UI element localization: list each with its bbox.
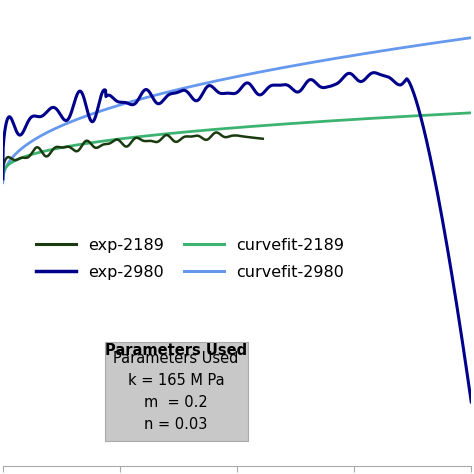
Legend: exp-2189, exp-2980, curvefit-2189, curvefit-2980: exp-2189, exp-2980, curvefit-2189, curve… (29, 232, 351, 286)
Text: Parameters Used
k = 165 M Pa
m  = 0.2
n = 0.03: Parameters Used k = 165 M Pa m = 0.2 n =… (113, 351, 239, 432)
Text: Parameters Used: Parameters Used (105, 343, 247, 358)
